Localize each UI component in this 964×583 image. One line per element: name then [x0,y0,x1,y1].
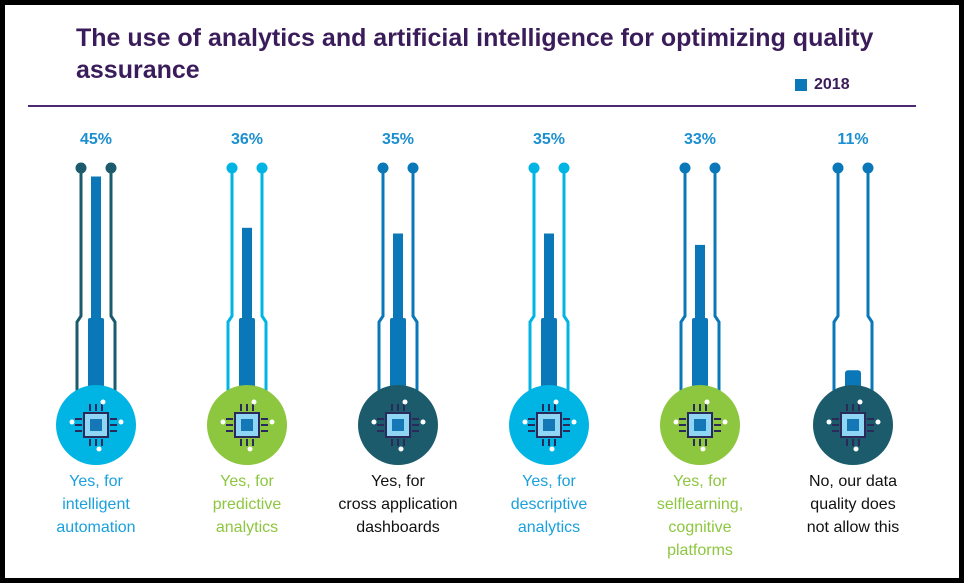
category-label-line: platforms [667,542,733,559]
thermometer-tube [226,168,268,395]
chip-dot [420,419,426,425]
chip-dot [571,419,577,425]
tube-dot [709,162,721,174]
chip-dot [269,419,275,425]
category-label-line: descriptive [510,496,588,513]
chip-dot [673,419,679,425]
chip-dot [553,399,559,405]
bar-thin [393,233,403,320]
chip-icon [687,412,713,438]
bar-thin [91,176,101,320]
chip-dot [220,419,226,425]
tube-dot [407,162,419,174]
data-label: 45% [79,131,113,148]
thermometer-tube [832,168,874,395]
category-label-line: Yes, for [371,473,425,490]
chip-dot [722,419,728,425]
bar-thin [695,244,705,320]
data-label: 35% [381,131,415,148]
chart-title: The use of analytics and artificial inte… [76,24,874,84]
tube-dot [377,162,389,174]
category-label-line: analytics [517,519,581,536]
chip-dot [704,399,710,405]
tube-dot [679,162,691,174]
legend-swatch-2018 [795,79,807,91]
tube-dot [528,162,540,174]
legend-label: 2018 [814,76,850,93]
category-label-line: intelligent [62,496,130,513]
tube-dot [226,162,238,174]
tube-dot [832,162,844,174]
tube-dot [256,162,268,174]
chip-core [241,419,253,431]
chip-core [90,419,102,431]
chip-core [694,419,706,431]
category-label-line: quality does [810,496,896,513]
tube-dot [75,162,87,174]
chip-core [847,419,859,431]
chip-dot [371,419,377,425]
chip-dot [875,419,881,425]
data-label: 35% [532,131,566,148]
chip-dot [522,419,528,425]
chip-dot [100,399,106,405]
category-label-line: analytics [215,519,279,536]
category-label-line: dashboards [356,519,440,536]
category-label-line: Yes, for [673,473,727,490]
category-label: Yes, for intelligent automation [21,470,171,539]
bar [541,318,557,398]
chip-dot [857,399,863,405]
tube-dot [862,162,874,174]
thermometer-tube [528,168,570,395]
bar [390,318,406,398]
category-label: Yes, for cross application dashboards [323,470,473,539]
chip-dot [700,446,706,452]
category-label-line: cross application [338,496,458,513]
category-label: No, our data quality does not allow this [778,470,928,539]
legend: 2018 [795,76,850,94]
chart-frame [5,5,959,578]
tube-dot [558,162,570,174]
bar [692,318,708,398]
category-label: Yes, for descriptive analytics [474,470,624,539]
category-label-line: automation [56,519,136,536]
bar [88,318,104,398]
category-label-line: predictive [212,496,282,513]
bar-thin [544,233,554,320]
title-divider [28,105,916,107]
chip-dot [118,419,124,425]
bar [239,318,255,398]
data-label: 11% [837,131,869,148]
category-label-line: Yes, for [220,473,274,490]
chip-core [392,419,404,431]
category-label-line: Yes, for [522,473,576,490]
chip-dot [549,446,555,452]
thermometer-tube [377,168,419,395]
category-label-line: No, our data [808,473,898,490]
chip-dot [247,446,253,452]
thermometer-tube [679,168,721,395]
bar-thin [242,227,252,320]
category-label-line: selflearning, [656,496,744,513]
chip-dot [826,419,832,425]
chip-dot [69,419,75,425]
data-label: 33% [683,131,717,148]
chip-core [543,419,555,431]
chip-dot [398,446,404,452]
thermometer-tube [75,168,117,395]
chip-dot [853,446,859,452]
data-label: 36% [230,131,264,148]
category-label-line: cognitive [668,519,732,536]
chip-dot [251,399,257,405]
category-label-line: not allow this [806,519,900,536]
chip-dot [96,446,102,452]
category-label-line: Yes, for [69,473,123,490]
tube-dot [105,162,117,174]
category-label: Yes, for selflearning, cognitive platforms [625,470,775,562]
category-label: Yes, for predictive analytics [172,470,322,539]
chip-dot [402,399,408,405]
